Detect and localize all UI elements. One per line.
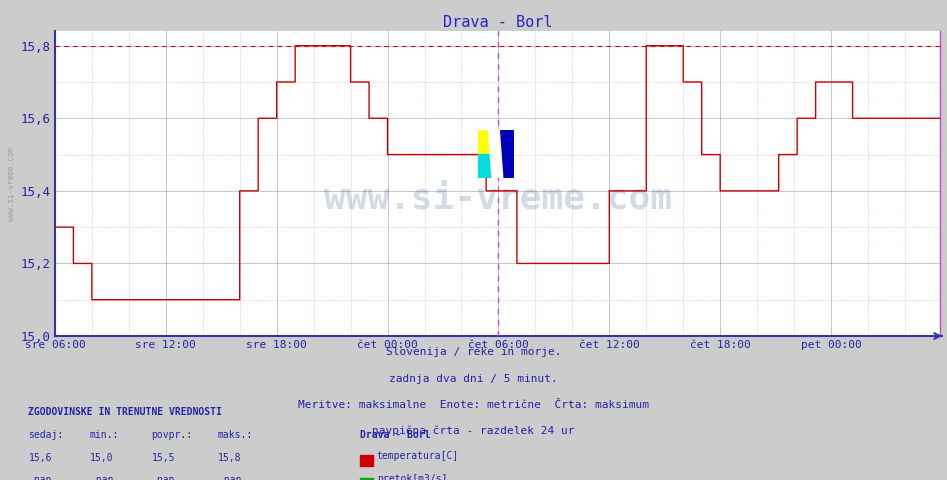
Bar — [477, 130, 495, 154]
Text: temperatura[C]: temperatura[C] — [377, 451, 459, 461]
Text: 15,6: 15,6 — [28, 453, 52, 463]
Text: zadnja dva dni / 5 minut.: zadnja dva dni / 5 minut. — [389, 373, 558, 384]
Text: www.si-vreme.com: www.si-vreme.com — [324, 182, 671, 216]
Text: povpr.:: povpr.: — [152, 430, 192, 440]
Text: -nan: -nan — [218, 475, 241, 480]
Text: Slovenija / reke in morje.: Slovenija / reke in morje. — [385, 347, 562, 357]
Text: sedaj:: sedaj: — [28, 430, 63, 440]
Bar — [495, 130, 513, 178]
Text: ZGODOVINSKE IN TRENUTNE VREDNOSTI: ZGODOVINSKE IN TRENUTNE VREDNOSTI — [28, 407, 223, 417]
Text: 15,8: 15,8 — [218, 453, 241, 463]
Text: pretok[m3/s]: pretok[m3/s] — [377, 474, 447, 480]
Text: -nan: -nan — [152, 475, 175, 480]
Text: 15,5: 15,5 — [152, 453, 175, 463]
Text: Drava - Borl: Drava - Borl — [360, 430, 430, 440]
Polygon shape — [489, 130, 503, 178]
Text: maks.:: maks.: — [218, 430, 253, 440]
Text: navpična črta - razdelek 24 ur: navpična črta - razdelek 24 ur — [372, 426, 575, 436]
Text: Meritve: maksimalne  Enote: metrične  Črta: maksimum: Meritve: maksimalne Enote: metrične Črta… — [298, 400, 649, 410]
Text: -nan: -nan — [90, 475, 114, 480]
Text: www.si-vreme.com: www.si-vreme.com — [7, 146, 16, 221]
Text: min.:: min.: — [90, 430, 119, 440]
Text: 15,0: 15,0 — [90, 453, 114, 463]
Text: -nan: -nan — [28, 475, 52, 480]
Title: Drava - Borl: Drava - Borl — [443, 15, 552, 30]
Bar — [477, 154, 495, 178]
